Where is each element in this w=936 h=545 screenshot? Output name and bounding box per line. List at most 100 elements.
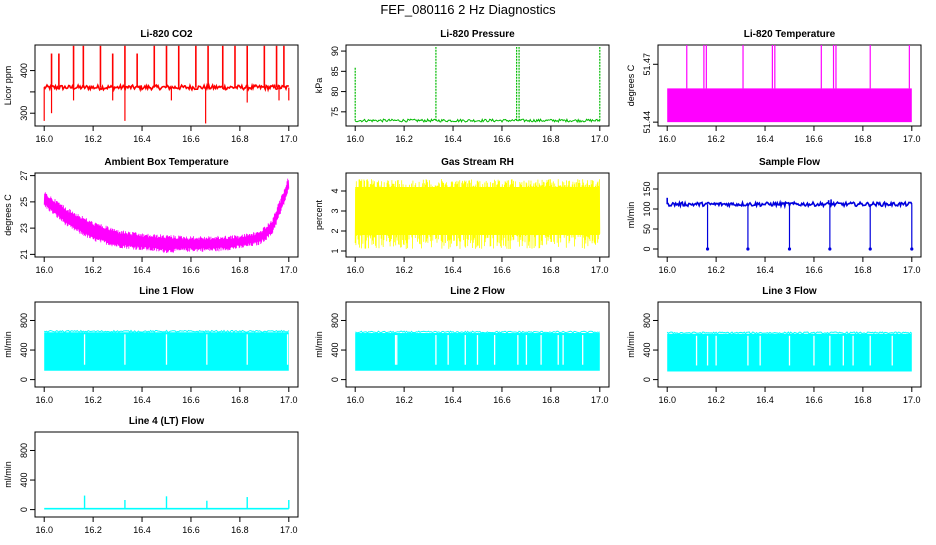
series-line2: [355, 330, 600, 371]
dip-point: [828, 247, 832, 251]
y-tick-label: 800: [642, 313, 652, 328]
x-tick-label: 16.8: [231, 134, 249, 144]
panel-title: Li-820 Pressure: [440, 29, 515, 40]
y-axis-label: ml/min: [314, 331, 324, 358]
plot-frame: [345, 172, 610, 258]
x-tick-label: 16.2: [84, 265, 102, 275]
y-tick-label: 400: [19, 473, 29, 488]
figure-title: FEF_080116 2 Hz Diagnostics: [380, 2, 556, 17]
y-tick-label: 800: [330, 313, 340, 328]
panel-title: Line 1 Flow: [139, 286, 194, 297]
x-tick-label: 16.0: [35, 525, 53, 535]
panel-title: Line 3 Flow: [762, 286, 817, 297]
x-tick-label: 16.2: [707, 265, 725, 275]
x-tick-label: 16.6: [182, 134, 200, 144]
y-tick-label: 21: [19, 249, 29, 259]
y-tick-label: 90: [330, 46, 340, 56]
x-tick-label: 16.6: [182, 395, 200, 405]
series-edge: [355, 330, 600, 334]
plot-frame: [34, 172, 299, 258]
y-tick-label: 800: [19, 313, 29, 328]
panel-title: Line 2 Flow: [450, 286, 505, 297]
panel-pressure: Li-820 Pressure 16.0 16.2 16.4 16.6 16.8 17.0 7…: [314, 29, 610, 144]
x-tick-label: 16.6: [182, 525, 200, 535]
x-tick-label: 16.4: [133, 134, 151, 144]
panel-co2: Li-820 CO2 16.0 16.2 16.4 16.6 16.8 17.0 300 400…: [3, 29, 299, 144]
y-tick-label: 27: [19, 171, 29, 181]
x-tick-label: 16.6: [493, 265, 511, 275]
x-tick-label: 16.4: [444, 134, 462, 144]
x-tick-label: 16.8: [854, 395, 872, 405]
series-line: [43, 178, 290, 254]
dip-point: [787, 247, 792, 251]
x-tick-label: 16.8: [231, 265, 249, 275]
series-band: [667, 88, 912, 123]
x-tick-label: 16.8: [231, 395, 249, 405]
y-tick-label: 0: [642, 246, 652, 251]
x-tick-label: 16.2: [395, 395, 413, 405]
x-tick-label: 16.6: [493, 395, 511, 405]
plot-frame: [34, 301, 299, 388]
y-tick-label: 4: [330, 188, 340, 193]
plot-frame: [657, 301, 922, 388]
y-axis-label: ml/min: [3, 331, 13, 358]
panel-rh: Gas Stream RH 16.0 16.2 16.4 16.6 16.8 17.0 1 2 3…: [314, 157, 610, 275]
y-axis-label: percent: [314, 199, 324, 230]
y-tick-label: 0: [642, 377, 652, 382]
y-tick-label: 0: [19, 377, 29, 382]
y-tick-label: 3: [330, 208, 340, 213]
x-tick-label: 16.2: [84, 525, 102, 535]
panel-line1: Line 1 Flow 16.0 16.2 16.4 16.6 16.8 17.0 0 400 8…: [3, 286, 299, 405]
y-tick-label: 51.47: [642, 53, 652, 76]
series-rh: [354, 179, 601, 250]
series-line: [355, 117, 601, 124]
x-tick-label: 16.2: [395, 265, 413, 275]
series-line1: [44, 329, 290, 371]
x-tick-label: 16.0: [346, 134, 364, 144]
panel-temperature: Li-820 Temperature 16.0 16.2 16.4 16.6 16.8 17…: [626, 29, 922, 144]
dip-point: [705, 247, 710, 251]
plot-frame: [345, 44, 610, 127]
x-tick-label: 16.2: [84, 395, 102, 405]
x-tick-label: 17.0: [591, 265, 609, 275]
x-tick-label: 16.4: [756, 134, 774, 144]
panel-line2: Line 2 Flow 16.0 16.2 16.4 16.6 16.8 17.0 0 400 8…: [314, 286, 610, 405]
x-tick-label: 17.0: [903, 265, 921, 275]
x-tick-label: 17.0: [903, 395, 921, 405]
panel-title: Ambient Box Temperature: [104, 157, 229, 168]
y-tick-label: 400: [330, 343, 340, 358]
y-tick-label: 0: [330, 377, 340, 382]
x-tick-label: 17.0: [280, 395, 298, 405]
series-sampleflow: [666, 197, 914, 251]
series-co2: [43, 45, 290, 124]
x-tick-label: 16.4: [133, 525, 151, 535]
series-edge: [44, 329, 290, 334]
x-tick-label: 16.6: [182, 265, 200, 275]
series-line3: [666, 331, 913, 372]
x-tick-label: 16.4: [756, 395, 774, 405]
x-tick-label: 16.6: [805, 395, 823, 405]
series-edge: [666, 331, 913, 335]
y-axis-label: degrees C: [626, 64, 636, 106]
x-tick-label: 16.6: [493, 134, 511, 144]
dip-point: [910, 247, 914, 251]
x-tick-label: 16.6: [805, 134, 823, 144]
x-tick-label: 16.0: [658, 265, 676, 275]
y-tick-label: 2: [330, 228, 340, 233]
y-tick-label: 23: [19, 223, 29, 233]
x-tick-label: 16.0: [35, 395, 53, 405]
panel-title: Line 4 (LT) Flow: [129, 416, 205, 427]
x-tick-label: 16.4: [444, 265, 462, 275]
y-tick-label: 50: [642, 224, 652, 234]
dip-point: [746, 247, 750, 251]
panel-ambient: Ambient Box Temperature 16.0 16.2 16.4 16.6 1…: [3, 157, 299, 275]
plot-frame: [657, 172, 922, 258]
dip-point: [868, 247, 872, 251]
y-tick-label: 1: [330, 248, 340, 253]
y-tick-label: 75: [330, 107, 340, 117]
series-pressure: [354, 47, 601, 124]
panel-title: Gas Stream RH: [441, 157, 514, 168]
panel-line4: Line 4 (LT) Flow 16.0 16.2 16.4 16.6 16.8 17.0…: [3, 416, 299, 535]
